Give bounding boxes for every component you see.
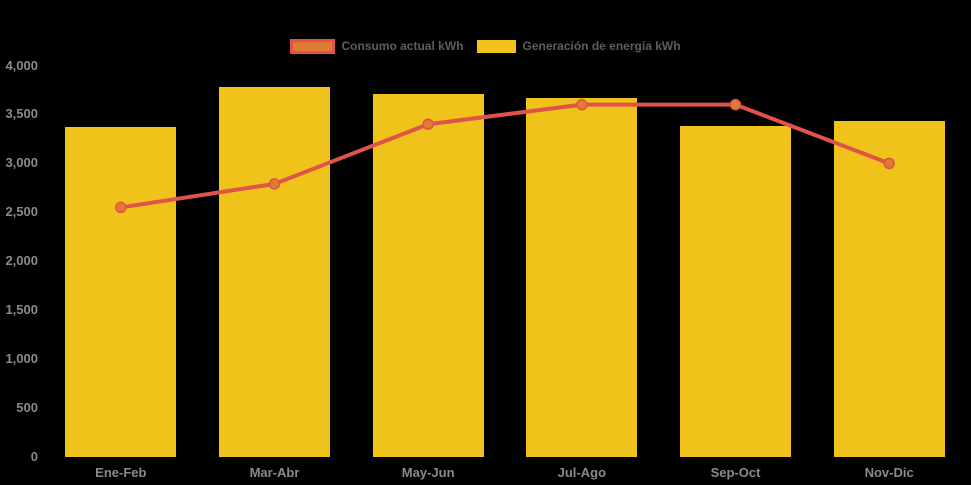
consumo-point [729, 98, 742, 111]
y-tick-label: 1,000 [5, 351, 38, 367]
y-tick-label: 2,000 [5, 253, 38, 269]
consumo-legend-label: Consumo actual kWh [341, 39, 464, 53]
consumo-legend-swatch [290, 39, 336, 54]
y-tick-label: 3,500 [5, 106, 38, 122]
y-tick-label: 0 [30, 449, 38, 464]
y-tick-label: 500 [16, 400, 38, 416]
y-tick-label: 4,000 [5, 57, 38, 73]
y-tick-label: 3,000 [5, 155, 38, 171]
legend-item-consumo[interactable]: Consumo actual kWh [290, 39, 463, 54]
y-tick-label: 1,500 [5, 302, 38, 318]
generacion-bar [65, 127, 177, 457]
chart-legend: Consumo actual kWh Generación de energía… [0, 39, 971, 54]
generacion-bar [680, 126, 791, 457]
y-tick-label: 2,500 [5, 204, 38, 220]
generacion-bar [372, 93, 484, 457]
generacion-bar [526, 97, 638, 457]
x-tick-label: May-Jun [401, 465, 455, 480]
generacion-bar [219, 87, 330, 457]
generacion-legend-label: Generación de energía kWh [522, 39, 681, 53]
generacion-legend-swatch [477, 40, 517, 53]
x-tick-label: Mar-Abr [249, 465, 300, 480]
x-tick-label: Ene-Feb [95, 465, 147, 480]
x-tick-label: Sep-Oct [710, 465, 761, 480]
x-tick-label: Nov-Dic [864, 465, 914, 480]
legend-item-generacion[interactable]: Generación de energía kWh [477, 39, 681, 54]
x-tick-label: Jul-Ago [557, 465, 607, 480]
generacion-bar [833, 121, 945, 457]
